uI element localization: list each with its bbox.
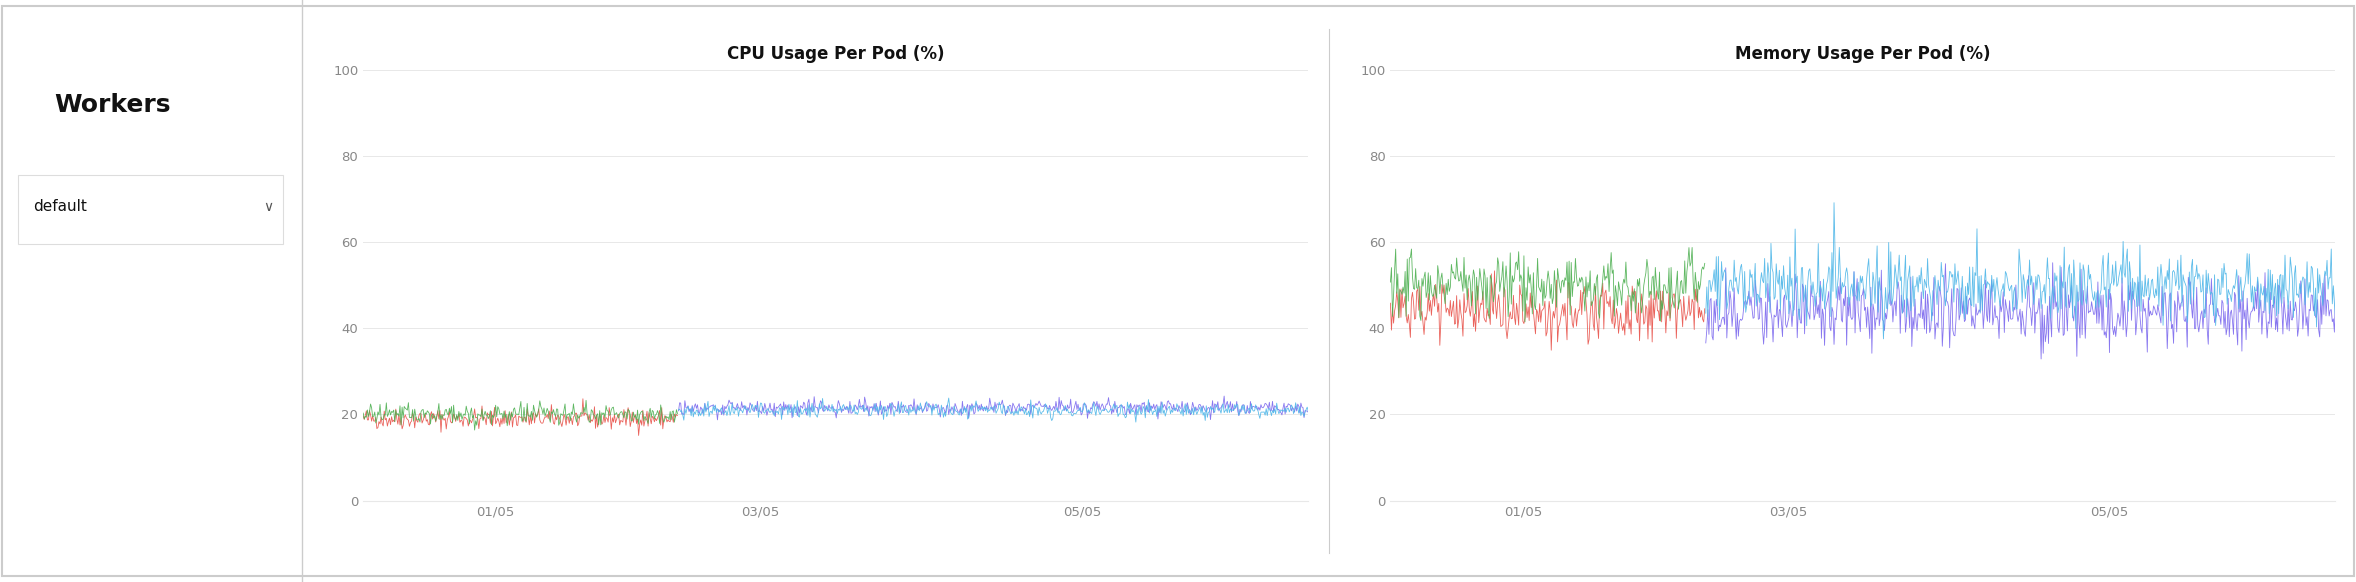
Title: CPU Usage Per Pod (%): CPU Usage Per Pod (%)	[728, 45, 945, 63]
Title: Memory Usage Per Pod (%): Memory Usage Per Pod (%)	[1734, 45, 1991, 63]
Text: Workers: Workers	[54, 93, 170, 117]
FancyBboxPatch shape	[19, 175, 283, 244]
Text: default: default	[33, 199, 87, 214]
Text: ∨: ∨	[264, 200, 273, 214]
